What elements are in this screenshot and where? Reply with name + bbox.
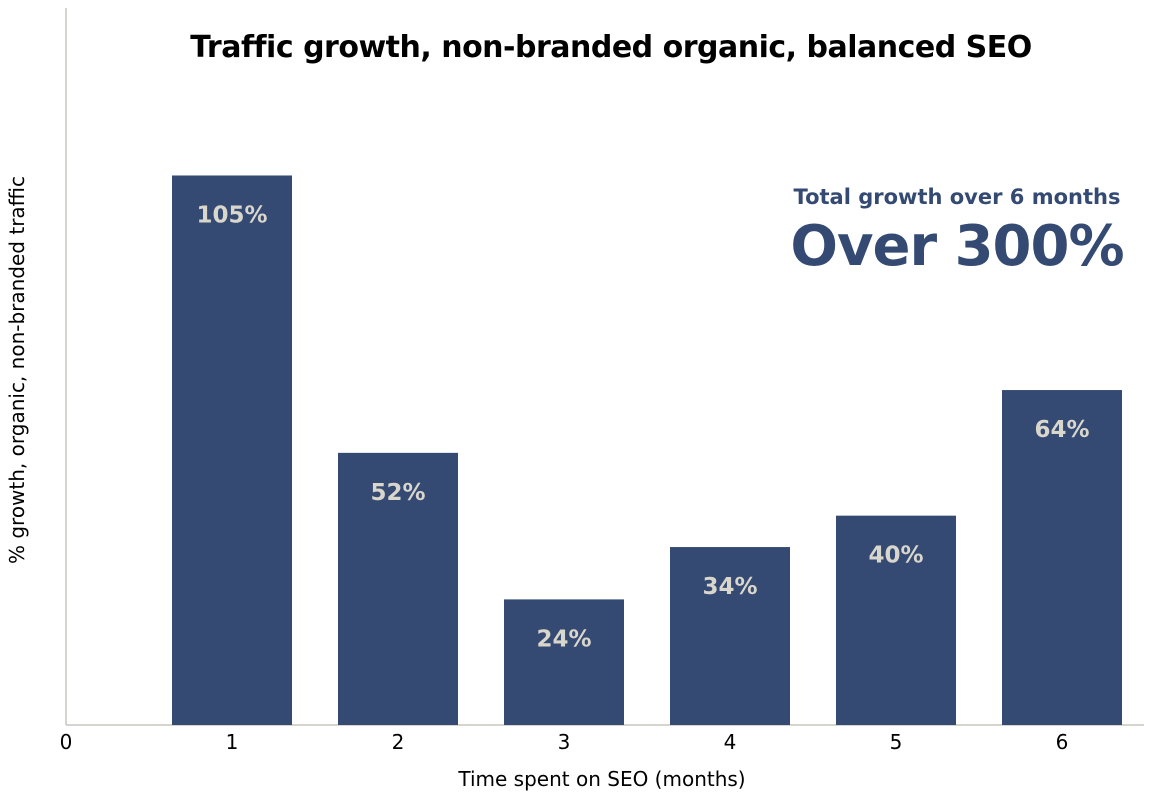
total-growth-annotation: Total growth over 6 months Over 300% [790,185,1124,279]
bars [172,175,1122,725]
x-tick-label-3: 3 [558,730,571,754]
bar-month-1 [172,175,292,725]
bar-month-2 [338,452,458,725]
bar-month-4 [670,547,790,725]
bar-month-5 [836,515,956,725]
data-label-month-2: 52% [370,480,425,506]
x-tick-labels: 0 1 2 3 4 5 6 [60,730,1069,754]
data-label-month-3: 24% [536,626,591,652]
data-label-month-4: 34% [702,574,757,600]
data-label-month-5: 40% [868,543,923,569]
data-label-month-1: 105% [196,202,267,228]
x-tick-label-2: 2 [392,730,405,754]
x-axis-label: Time spent on SEO (months) [457,767,745,791]
data-labels: 105% 52% 24% 34% 40% 64% [196,202,1089,652]
annotation-subtitle: Total growth over 6 months [794,185,1121,209]
x-tick-label-5: 5 [890,730,903,754]
x-tick-label-4: 4 [724,730,737,754]
y-axis-label: % growth, organic, non-branded traffic [5,176,29,564]
bar-month-3 [504,599,624,725]
annotation-headline: Over 300% [790,214,1123,279]
x-tick-label-6: 6 [1056,730,1069,754]
chart-title: Traffic growth, non-branded organic, bal… [190,30,1032,65]
x-tick-label-0: 0 [60,730,73,754]
x-tick-label-1: 1 [226,730,239,754]
data-label-month-6: 64% [1034,417,1089,443]
bar-month-6 [1002,390,1122,725]
